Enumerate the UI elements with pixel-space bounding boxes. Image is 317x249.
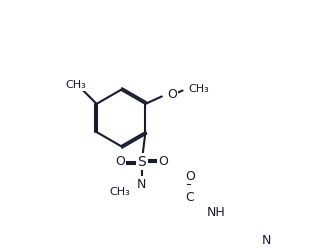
Text: O: O [167, 88, 177, 102]
Text: CH₃: CH₃ [66, 80, 86, 90]
Text: CH₃: CH₃ [109, 187, 130, 197]
Text: CH₃: CH₃ [189, 84, 209, 94]
Text: S: S [137, 155, 146, 169]
Text: O: O [185, 170, 195, 183]
Text: O: O [115, 155, 125, 168]
Text: C: C [185, 191, 194, 204]
Text: N: N [137, 178, 146, 190]
Text: O: O [158, 155, 168, 168]
Text: NH: NH [207, 206, 225, 219]
Text: N: N [262, 234, 271, 247]
